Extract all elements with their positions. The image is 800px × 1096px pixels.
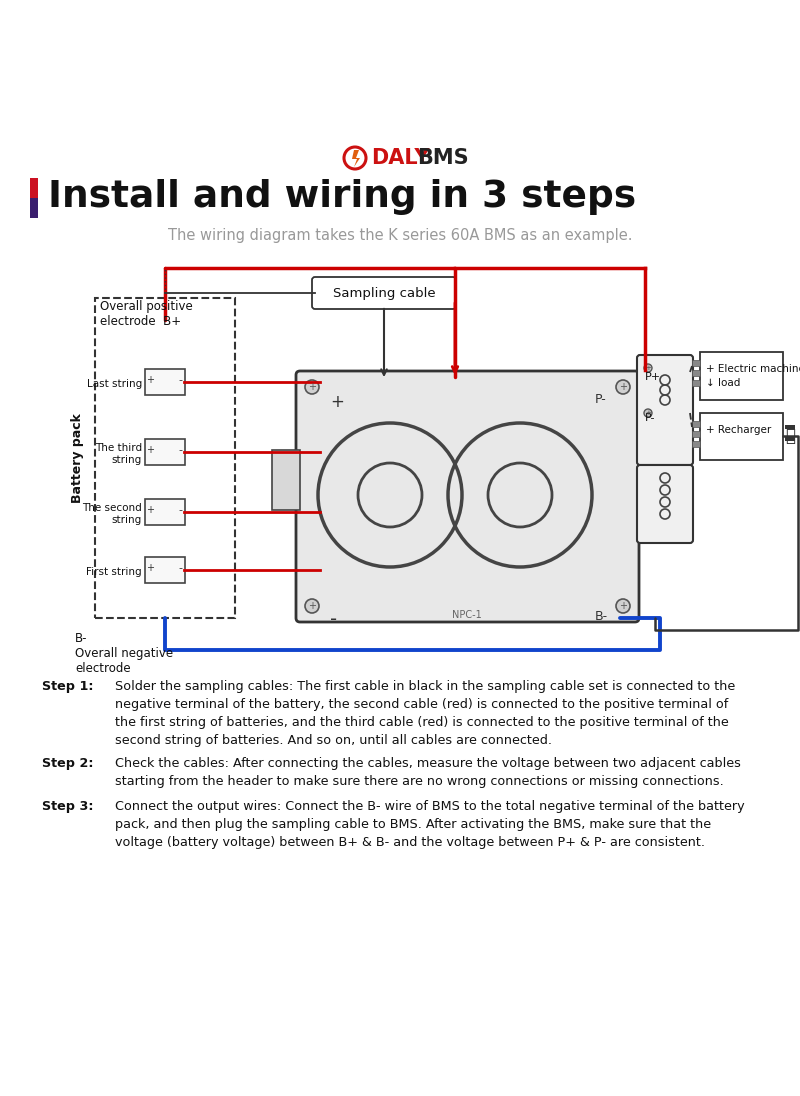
Text: +: + <box>619 383 627 392</box>
Text: Overall positive
electrode  B+: Overall positive electrode B+ <box>100 300 193 328</box>
Text: B-: B- <box>595 610 608 623</box>
FancyBboxPatch shape <box>145 499 185 525</box>
Text: +: + <box>308 601 316 610</box>
Text: +: + <box>146 445 154 455</box>
Bar <box>692 370 700 376</box>
Text: +: + <box>146 563 154 573</box>
Polygon shape <box>352 150 360 167</box>
Text: +: + <box>645 365 651 372</box>
Text: Step 3:: Step 3: <box>42 800 94 813</box>
FancyBboxPatch shape <box>312 277 456 309</box>
Bar <box>700 352 783 400</box>
Bar <box>272 450 300 510</box>
Text: NPC-1: NPC-1 <box>452 610 482 620</box>
Text: Install and wiring in 3 steps: Install and wiring in 3 steps <box>48 179 636 215</box>
FancyBboxPatch shape <box>145 557 185 583</box>
Text: P+: P+ <box>645 372 661 383</box>
Circle shape <box>358 463 422 527</box>
Circle shape <box>644 409 652 416</box>
Bar <box>30 198 38 218</box>
Text: + Electric machine: + Electric machine <box>706 364 800 374</box>
FancyBboxPatch shape <box>145 439 185 465</box>
Circle shape <box>305 600 319 613</box>
Bar <box>692 359 700 366</box>
Text: DALY: DALY <box>371 148 430 168</box>
Text: The wiring diagram takes the K series 60A BMS as an example.: The wiring diagram takes the K series 60… <box>168 228 632 243</box>
Text: +: + <box>619 601 627 610</box>
Text: ↓ load: ↓ load <box>706 378 740 388</box>
Bar <box>692 441 700 447</box>
FancyBboxPatch shape <box>637 355 693 465</box>
Circle shape <box>644 364 652 372</box>
Text: Step 2:: Step 2: <box>42 757 94 770</box>
Text: +: + <box>308 383 316 392</box>
FancyBboxPatch shape <box>296 372 639 623</box>
Bar <box>95 298 235 618</box>
FancyBboxPatch shape <box>637 465 693 543</box>
Bar <box>692 431 700 437</box>
Bar <box>692 421 700 427</box>
Text: P-: P- <box>595 393 606 406</box>
FancyBboxPatch shape <box>145 369 185 395</box>
Text: +: + <box>146 505 154 515</box>
Text: ⬛: ⬛ <box>785 427 795 445</box>
Text: +: + <box>146 375 154 385</box>
Bar <box>785 425 795 429</box>
Circle shape <box>616 380 630 393</box>
Text: -: - <box>178 445 182 455</box>
Text: BMS: BMS <box>417 148 469 168</box>
Bar <box>30 178 38 198</box>
Bar <box>785 437 795 441</box>
Circle shape <box>305 380 319 393</box>
Text: -: - <box>178 505 182 515</box>
Text: -: - <box>178 563 182 573</box>
Text: -: - <box>178 375 182 385</box>
Text: B-
Overall negative
electrode: B- Overall negative electrode <box>75 632 173 675</box>
Text: Step 1:: Step 1: <box>42 680 94 693</box>
Bar <box>692 380 700 386</box>
Text: Last string: Last string <box>86 379 142 389</box>
Circle shape <box>488 463 552 527</box>
Text: + Recharger: + Recharger <box>706 425 771 435</box>
Text: Connect the output wires: Connect the B- wire of BMS to the total negative termi: Connect the output wires: Connect the B-… <box>115 800 745 849</box>
Bar <box>700 413 783 460</box>
Text: The second
string: The second string <box>82 503 142 525</box>
Text: Solder the sampling cables: The first cable in black in the sampling cable set i: Solder the sampling cables: The first ca… <box>115 680 735 747</box>
Text: +: + <box>645 410 651 416</box>
Text: +: + <box>330 393 344 411</box>
Text: First string: First string <box>86 567 142 576</box>
Text: The third
string: The third string <box>95 443 142 465</box>
Text: Sampling cable: Sampling cable <box>333 286 435 299</box>
Text: -: - <box>330 610 337 629</box>
Circle shape <box>616 600 630 613</box>
Text: Battery pack: Battery pack <box>71 413 85 503</box>
Text: Check the cables: After connecting the cables, measure the voltage between two a: Check the cables: After connecting the c… <box>115 757 741 788</box>
Text: P-: P- <box>645 413 655 423</box>
